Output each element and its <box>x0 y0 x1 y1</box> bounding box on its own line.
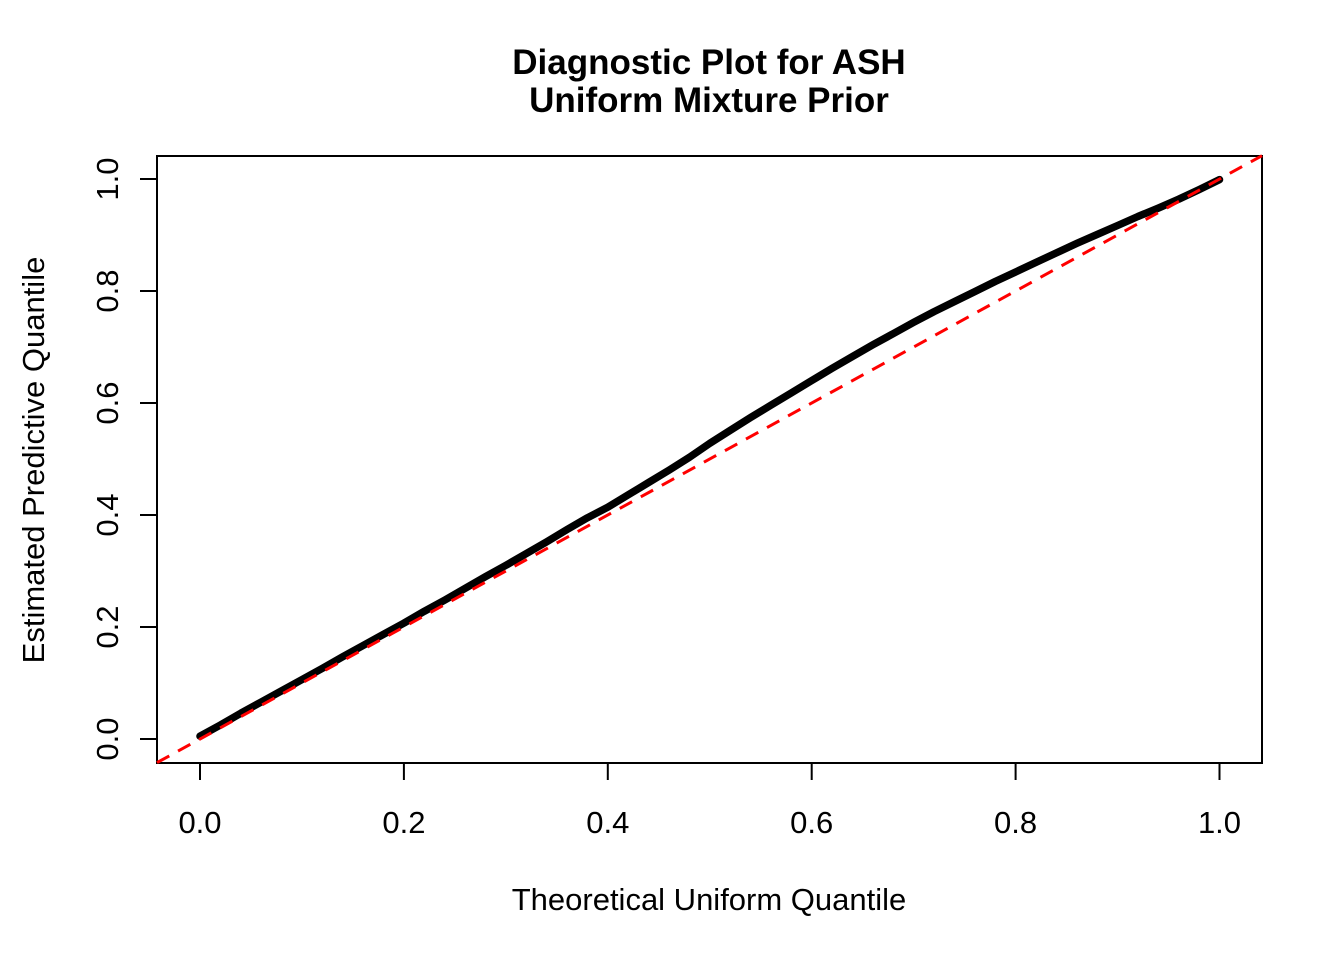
y-tick-label: 0.0 <box>90 717 125 760</box>
y-tick-label: 1.0 <box>90 157 125 200</box>
reference-line-group <box>156 154 1263 764</box>
x-axis-tick-labels: 0.0 0.2 0.4 0.6 0.8 1.0 <box>178 805 1241 840</box>
x-axis-ticks <box>199 763 1221 780</box>
y-tick-label: 0.4 <box>90 493 125 536</box>
plot-box <box>156 155 1263 764</box>
data-series-group <box>196 175 1224 740</box>
y-tick-label: 0.6 <box>90 381 125 424</box>
y-tick-label: 0.8 <box>90 269 125 312</box>
identity-line <box>156 154 1263 764</box>
y-axis-ticks <box>140 178 157 740</box>
x-tick-label: 0.2 <box>382 805 425 840</box>
y-axis-title: Estimated Predictive Quantile <box>16 257 51 664</box>
x-tick-label: 0.4 <box>586 805 629 840</box>
estimated-predictive-quantiles-curve <box>196 175 1224 740</box>
x-tick-label: 0.0 <box>178 805 221 840</box>
y-tick-label: 0.2 <box>90 605 125 648</box>
x-tick-label: 1.0 <box>1198 805 1241 840</box>
x-axis-title: Theoretical Uniform Quantile <box>512 882 907 917</box>
chart-title-line1: Diagnostic Plot for ASH <box>512 43 905 82</box>
x-tick-label: 0.8 <box>994 805 1037 840</box>
x-tick-label: 0.6 <box>790 805 833 840</box>
chart-title-line2: Uniform Mixture Prior <box>529 81 889 120</box>
y-axis-tick-labels: 0.0 0.2 0.4 0.6 0.8 1.0 <box>90 157 125 760</box>
